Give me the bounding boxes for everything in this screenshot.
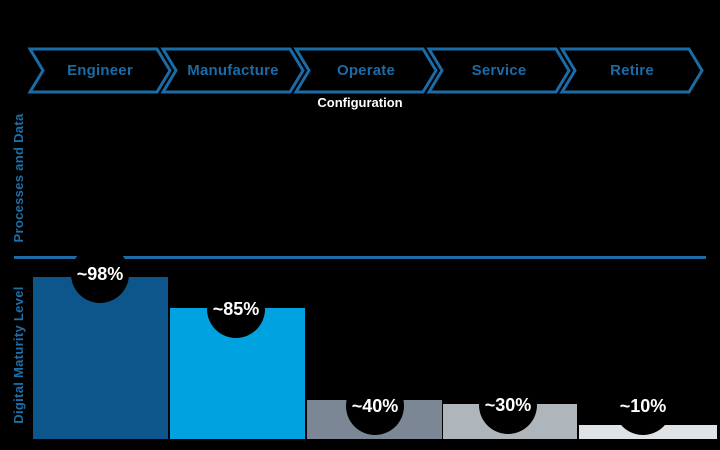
value-label-manufacture: ~85%	[212, 298, 260, 319]
processes-and-data-axis-label: Processes and Data	[11, 113, 26, 243]
value-callout-engineer: ~98%	[71, 245, 129, 303]
bar-engineer	[33, 277, 168, 439]
value-label-service: ~30%	[484, 394, 532, 415]
value-callout-service: ~30%	[479, 376, 537, 434]
stage-label-retire: Retire	[610, 62, 654, 79]
stage-label-manufacture: Manufacture	[187, 62, 279, 79]
stage-chevron-manufacture	[160, 47, 305, 94]
lifecycle-arrow-band	[27, 47, 704, 94]
value-callout-retire: ~10%	[614, 377, 672, 435]
section-divider-line	[14, 256, 706, 259]
configuration-label: Configuration	[317, 95, 403, 110]
stage-chevron-service	[426, 47, 571, 94]
stage-chevron-engineer	[27, 47, 172, 94]
stage-label-operate: Operate	[336, 62, 396, 79]
stage-label-engineer: Engineer	[67, 62, 133, 79]
value-label-engineer: ~98%	[76, 263, 124, 284]
digital-maturity-axis-label: Digital Maturity Level	[11, 286, 26, 424]
stage-label-service: Service	[471, 62, 527, 79]
stage-chevron-retire	[559, 47, 704, 94]
value-label-operate: ~40%	[351, 395, 399, 416]
value-callout-operate: ~40%	[346, 377, 404, 435]
value-label-retire: ~10%	[619, 395, 667, 416]
stage-chevron-operate	[293, 47, 438, 94]
value-callout-manufacture: ~85%	[207, 280, 265, 338]
